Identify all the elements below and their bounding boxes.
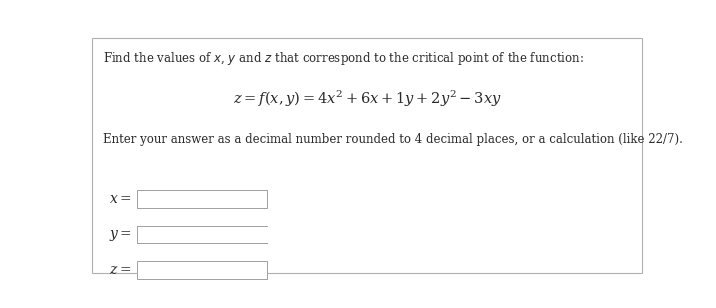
FancyBboxPatch shape xyxy=(137,190,267,208)
Text: $y =$: $y =$ xyxy=(109,228,132,243)
Text: $z = f(x, y) = 4x^2 + 6x + 1y + 2y^2 - 3xy$: $z = f(x, y) = 4x^2 + 6x + 1y + 2y^2 - 3… xyxy=(233,89,501,109)
Text: $z =$: $z =$ xyxy=(109,263,131,278)
Text: $x =$: $x =$ xyxy=(109,192,132,206)
FancyBboxPatch shape xyxy=(92,38,642,273)
FancyBboxPatch shape xyxy=(137,261,267,279)
Text: Find the values of $x$, $y$ and $z$ that correspond to the critical point of the: Find the values of $x$, $y$ and $z$ that… xyxy=(103,50,584,67)
Text: Enter your answer as a decimal number rounded to 4 decimal places, or a calculat: Enter your answer as a decimal number ro… xyxy=(103,133,683,146)
